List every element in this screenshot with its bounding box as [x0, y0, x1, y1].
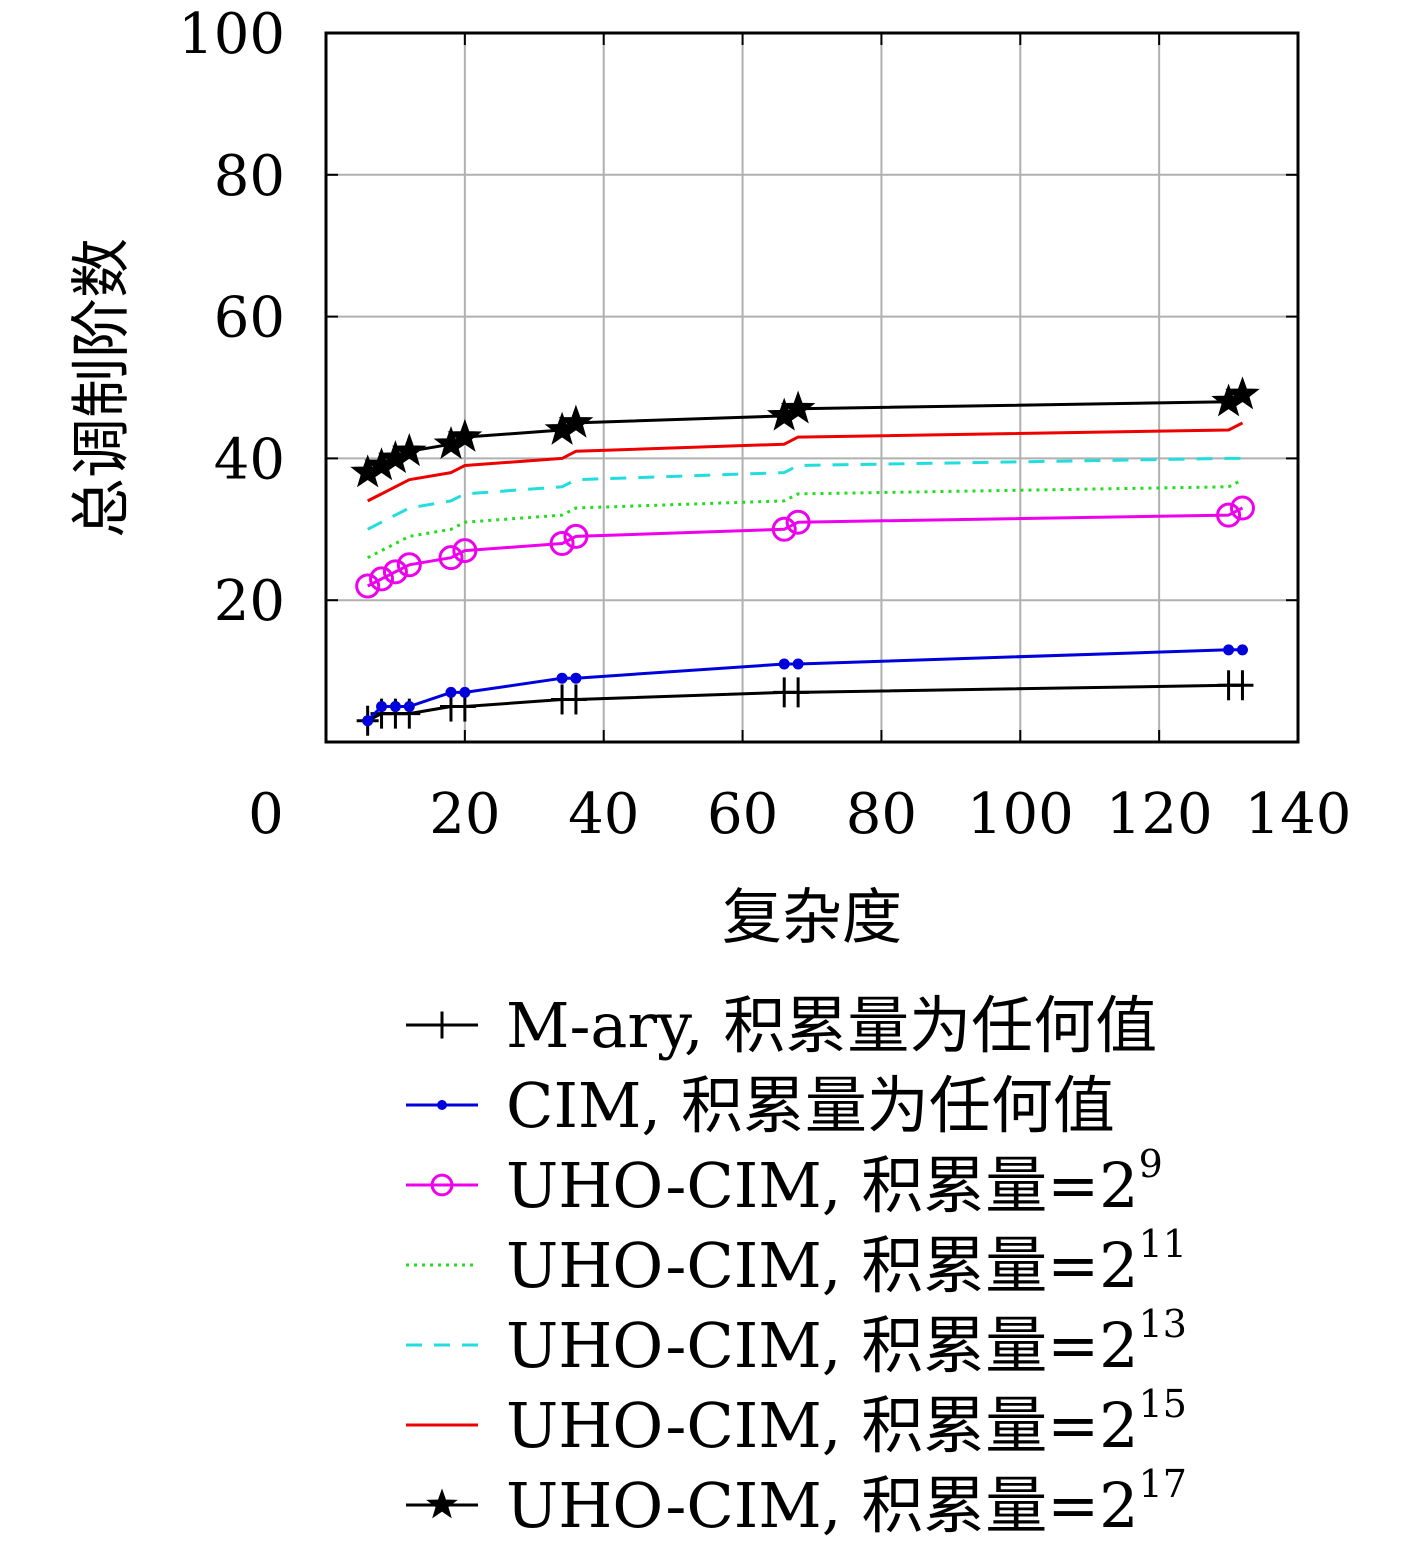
data-point: [1223, 644, 1235, 656]
y-tick-label: 80: [214, 144, 285, 209]
series-line: [367, 478, 1244, 560]
series-line: [367, 506, 1244, 588]
data-point: [564, 684, 587, 715]
legend-label: CIM, 积累量为任何值: [506, 1069, 1115, 1142]
series-0: [356, 670, 1254, 736]
legend-item: UHO-CIM, 积累量=213: [406, 1302, 1187, 1382]
data-point: [438, 545, 464, 571]
legend-marker: [426, 1488, 458, 1519]
data-point: [778, 658, 790, 670]
legend-item: UHO-CIM, 积累量=29: [406, 1142, 1163, 1222]
data-point: [563, 523, 589, 549]
legend-exponent: 13: [1139, 1302, 1187, 1346]
legend-item: M-ary, 积累量为任何值: [406, 989, 1157, 1062]
data-point: [785, 509, 811, 535]
legend-exponent: 15: [1139, 1382, 1187, 1426]
legend-label: M-ary, 积累量为任何值: [506, 989, 1157, 1062]
x-axis-title: 复杂度: [722, 883, 902, 953]
series-layer: [350, 376, 1260, 736]
legend-item: UHO-CIM, 积累量=211: [406, 1222, 1187, 1302]
series-line: [367, 421, 1244, 503]
data-point: [556, 672, 568, 684]
x-tick-label: 140: [1245, 782, 1352, 847]
plot-frame: [324, 31, 1300, 744]
series-6: [350, 376, 1260, 488]
series-line: [366, 648, 1243, 722]
legend-label: UHO-CIM, 积累量=29: [506, 1142, 1163, 1222]
data-point: [1216, 502, 1242, 528]
legend-label: UHO-CIM, 积累量=217: [506, 1462, 1187, 1542]
data-point: [1231, 670, 1254, 701]
legend-exponent: 9: [1139, 1142, 1163, 1186]
series-3: [367, 478, 1244, 560]
data-point: [570, 672, 582, 684]
legend-label: UHO-CIM, 积累量=211: [506, 1222, 1187, 1302]
x-tick-label: 100: [967, 782, 1074, 847]
data-point: [391, 433, 427, 467]
x-tick-label: 60: [707, 782, 778, 847]
legend-label: UHO-CIM, 积累量=215: [506, 1382, 1187, 1462]
legend-marker: [430, 1173, 454, 1197]
data-point: [1229, 495, 1255, 521]
data-point: [376, 701, 388, 713]
series-4: [367, 456, 1243, 531]
data-point: [787, 677, 810, 708]
series-line: [367, 456, 1243, 531]
data-point: [1236, 644, 1248, 656]
data-point: [362, 715, 374, 727]
legend-marker: [432, 1011, 452, 1039]
legend-exponent: 17: [1139, 1462, 1187, 1506]
data-point: [382, 559, 408, 585]
x-tick-label: 20: [429, 782, 500, 847]
data-point: [558, 404, 594, 438]
data-point: [549, 530, 575, 556]
data-point: [369, 566, 395, 592]
legend-item: UHO-CIM, 积累量=215: [406, 1382, 1187, 1462]
y-axis-title: 总调制阶数: [67, 238, 137, 538]
y-tick-label: 20: [214, 569, 285, 634]
data-point: [780, 390, 816, 424]
legend-item: CIM, 积累量为任何值: [406, 1069, 1115, 1142]
y-tick-label: 60: [214, 286, 285, 351]
data-point: [355, 573, 381, 599]
y-tick-label: 40: [214, 427, 285, 492]
y-tick-label: 100: [178, 2, 285, 67]
x-tick-label: 40: [568, 782, 639, 847]
axis-ticks: 0 20 40 60 80 100 120 140 20 40 60 80 100: [178, 2, 1351, 847]
series-2: [355, 495, 1255, 599]
series-line: [367, 683, 1243, 723]
data-point: [447, 418, 483, 452]
x-tick-label: 80: [846, 782, 917, 847]
legend-item: UHO-CIM, 积累量=217: [406, 1462, 1187, 1542]
data-point: [459, 686, 471, 698]
series-5: [367, 421, 1244, 503]
data-point: [396, 552, 422, 578]
legend-label: UHO-CIM, 积累量=213: [506, 1302, 1187, 1382]
data-point: [403, 701, 415, 713]
grid-lines: [326, 33, 1298, 742]
legend-marker: [437, 1100, 447, 1110]
data-point: [452, 538, 478, 564]
data-point: [389, 701, 401, 713]
legend-exponent: 11: [1139, 1222, 1187, 1266]
x-tick-label: 120: [1106, 782, 1213, 847]
series-1: [362, 644, 1248, 727]
x-tick-label: 0: [248, 782, 284, 847]
data-point: [792, 658, 804, 670]
data-point: [445, 686, 457, 698]
data-point: [1225, 376, 1260, 410]
data-point: [771, 516, 797, 542]
